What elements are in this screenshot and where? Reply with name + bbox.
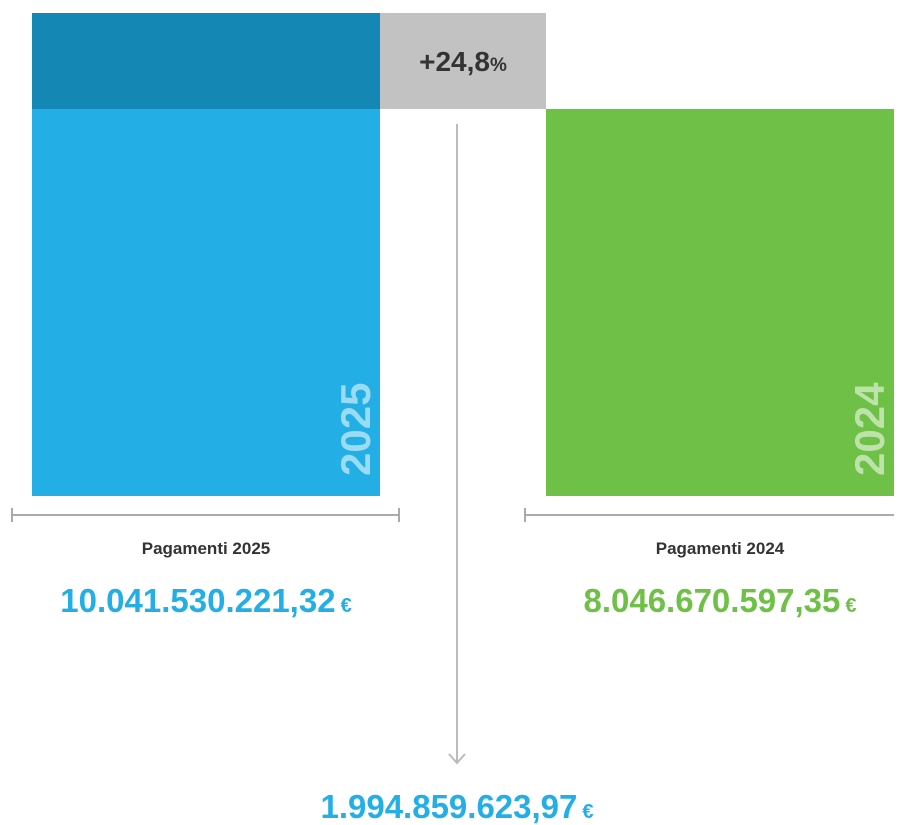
change-unit: %	[490, 55, 507, 76]
bar-year: 2024	[846, 382, 893, 476]
bar-label: Pagamenti 2025	[142, 539, 271, 558]
value: 1.994.859.623,97	[320, 788, 577, 825]
change-value: +24,8	[419, 46, 490, 77]
arrow-head	[448, 753, 466, 765]
currency: €	[582, 801, 593, 823]
currency: €	[341, 595, 352, 617]
value: 8.046.670.597,35	[583, 582, 840, 619]
change-label: +24,8%	[419, 46, 507, 77]
bar-label: Pagamenti 2024	[656, 539, 785, 558]
difference-segment	[32, 13, 380, 109]
bar-year: 2025	[332, 383, 379, 476]
value-label: 10.041.530.221,32 €	[60, 582, 351, 619]
brackets	[11, 508, 894, 522]
difference-label: 1.994.859.623,97 €	[320, 788, 593, 825]
currency: €	[845, 595, 856, 617]
change-box	[380, 13, 546, 109]
value-label: 8.046.670.597,35 €	[583, 582, 856, 619]
value: 10.041.530.221,32	[60, 582, 335, 619]
bars: 2025 2024 +24,8%	[32, 13, 894, 497]
bar	[546, 108, 894, 497]
